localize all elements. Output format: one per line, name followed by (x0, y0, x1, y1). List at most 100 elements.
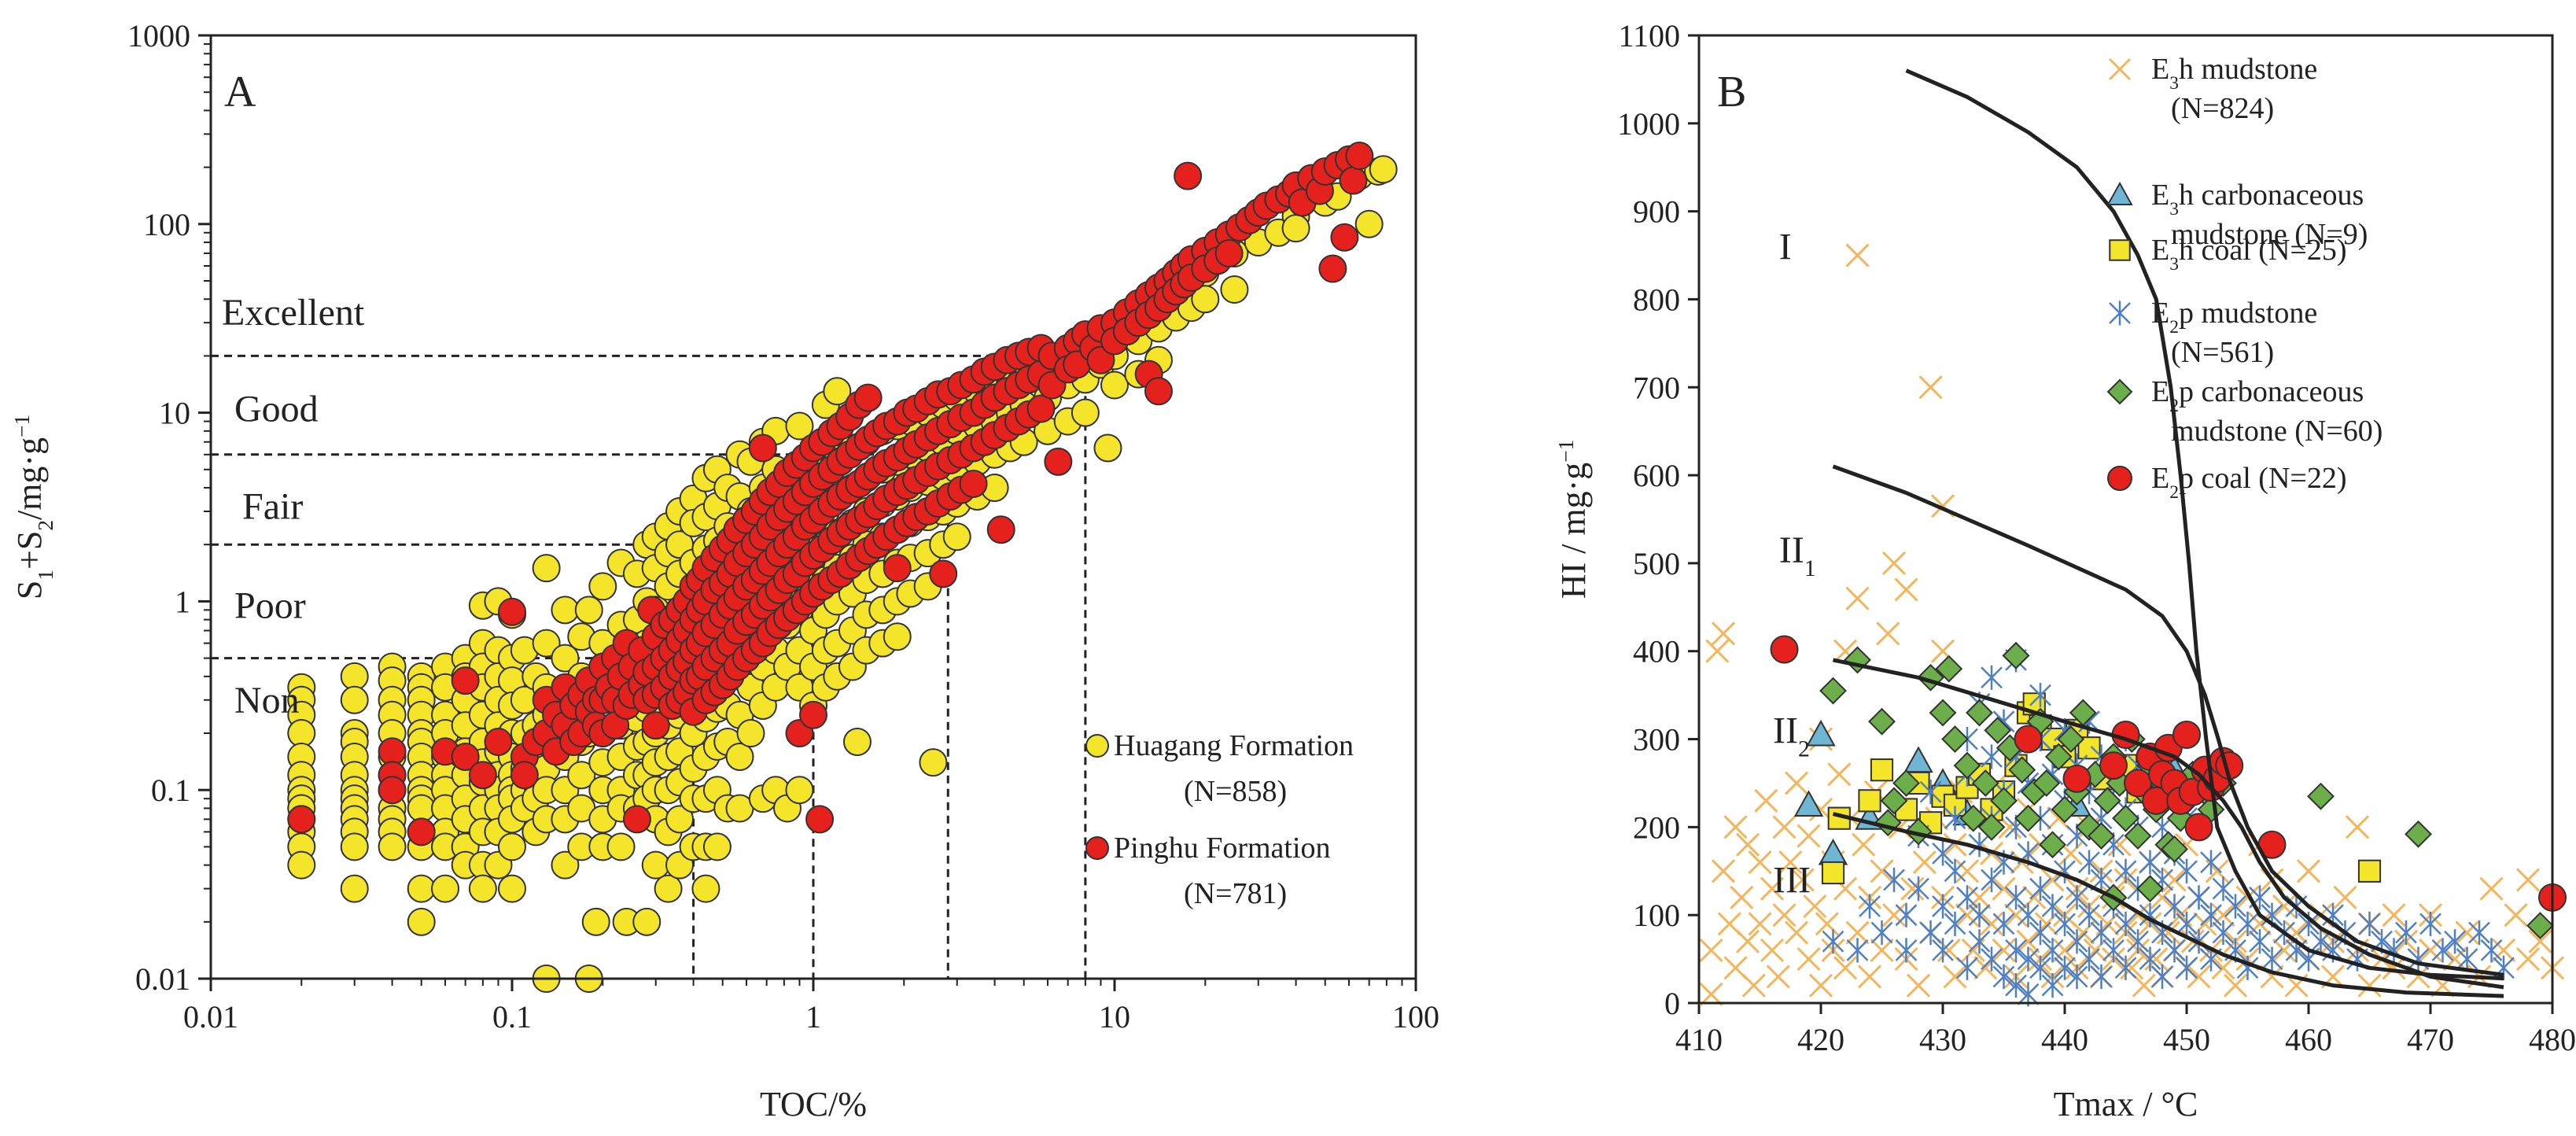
legend-entry-line-part: E (2151, 234, 2169, 267)
x-stroke (2357, 973, 2382, 998)
x-axis-title: Tmax / °C (2054, 1085, 2198, 1123)
y-tick-label: 900 (1633, 194, 1680, 230)
data-point (2108, 57, 2132, 81)
data-point (1979, 912, 2004, 936)
data-point (2029, 920, 2051, 946)
data-point (2358, 911, 2381, 936)
data-point (665, 805, 695, 834)
legend-entry-line-part: 2 (2169, 482, 2179, 503)
y-axis-title-part: −1 (10, 415, 34, 437)
data-point (2224, 894, 2246, 919)
data-point (1821, 861, 1845, 885)
x-stroke (1870, 938, 1894, 962)
legend-entry-line-part: p carbonaceous (2179, 375, 2364, 408)
data-point (498, 874, 526, 903)
data-point (340, 832, 369, 861)
kerogen-type-label: I (1779, 226, 1792, 267)
y-axis-title-part: S (10, 581, 49, 599)
y-tick-label: 800 (1633, 282, 1680, 317)
data-point (1981, 665, 2003, 690)
data-point (2029, 876, 2051, 902)
x-stroke (1778, 850, 1803, 875)
data-point (2480, 938, 2503, 963)
panel-label: A (224, 68, 256, 116)
data-point (2066, 929, 2088, 954)
legend-entry-line-part: mudstone (N=9) (2171, 218, 2368, 251)
data-point (823, 377, 852, 406)
data-point (2357, 973, 2382, 998)
data-point (378, 776, 407, 805)
x-stroke (2491, 938, 2516, 962)
data-point (654, 874, 683, 903)
x-stroke (1717, 912, 1741, 936)
x-stroke (1735, 929, 1760, 953)
plot-frame (1697, 34, 2554, 1005)
x-stroke (1699, 938, 1723, 962)
data-point (1903, 746, 1933, 773)
data-point (1852, 832, 1876, 857)
x-stroke (1943, 964, 1967, 989)
x-stroke (1790, 868, 1815, 892)
y-axis-title: HI / mg·g−1 (1554, 440, 1593, 599)
x-stroke (1741, 973, 1766, 998)
data-point (2247, 912, 2272, 936)
x-tick-label: 430 (1919, 1022, 1966, 1057)
data-point (2054, 955, 2076, 980)
legend-entry-line-part: 2 (2169, 317, 2179, 337)
data-point (1956, 955, 1978, 980)
data-point (1944, 806, 1966, 831)
data-point (748, 433, 777, 463)
data-point (2136, 875, 2164, 903)
x-stroke (1827, 762, 1852, 787)
data-point (805, 805, 835, 834)
legend-entry-line-part: h carbonaceous (2179, 179, 2364, 212)
data-point (1881, 903, 1907, 928)
x-stroke (2272, 938, 2297, 962)
legend-entry-line-part: E (2151, 53, 2169, 86)
zone-label: Fair (242, 485, 303, 527)
data-point (641, 850, 670, 880)
x-stroke (1735, 832, 1760, 857)
legend-entry-line-part: p coal (N=22) (2179, 462, 2346, 495)
data-point (1870, 920, 1893, 946)
x-stroke (1955, 903, 1980, 928)
data-point (551, 644, 580, 673)
legend-entry-line-part: E (2151, 375, 2169, 408)
x-stroke (1979, 912, 2004, 936)
data-point (1754, 788, 1778, 813)
data-point (1803, 894, 1827, 919)
data-point (2066, 885, 2088, 910)
data-point (1748, 912, 1772, 936)
data-point (1876, 621, 1900, 646)
data-point (1330, 223, 1359, 252)
data-point (1932, 938, 1954, 963)
x-stroke (1857, 964, 1882, 989)
data-point (1929, 699, 1957, 727)
x-stroke (2162, 868, 2187, 892)
data-point (287, 850, 316, 880)
zone-label: Poor (234, 585, 306, 627)
data-point (2284, 920, 2309, 945)
data-point (2515, 868, 2541, 892)
data-point (287, 805, 316, 834)
data-point (2099, 751, 2128, 780)
y-tick-label: 500 (1633, 546, 1680, 581)
x-stroke (1808, 973, 1833, 998)
legend-entry-line-part: 3 (2169, 254, 2179, 275)
x-stroke (1906, 973, 1931, 998)
x-tick-label: 460 (2285, 1022, 2332, 1057)
zone-label: Excellent (222, 292, 365, 334)
y-tick-label: 300 (1633, 722, 1680, 758)
data-point (1955, 903, 1980, 928)
data-point (1918, 375, 1943, 400)
y-tick-label: 0.1 (151, 773, 190, 808)
series-pinghu (287, 142, 1374, 846)
data-point (2395, 920, 2417, 946)
x-stroke (1784, 920, 1809, 945)
data-point (287, 719, 316, 748)
data-point (2382, 903, 2406, 928)
data-point (942, 522, 971, 551)
data-point (1992, 876, 2016, 901)
x-stroke (2211, 956, 2235, 980)
data-point (2124, 822, 2152, 850)
